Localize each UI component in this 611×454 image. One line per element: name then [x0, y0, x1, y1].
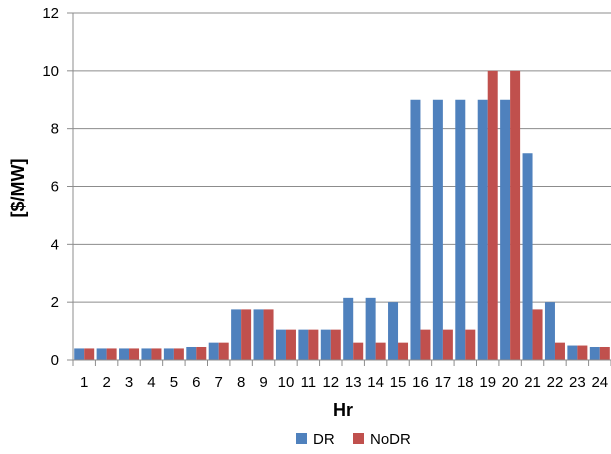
bar-dr	[163, 348, 174, 360]
y-tick-label: 2	[51, 294, 59, 311]
legend-swatch-nodr	[353, 433, 364, 444]
bar-dr	[298, 329, 309, 360]
y-tick-label: 10	[42, 63, 59, 80]
bar-dr	[275, 329, 286, 360]
x-tick-label: 17	[435, 374, 452, 391]
bar-dr	[589, 346, 600, 360]
bar-nodr	[263, 309, 274, 360]
x-tick-label: 23	[569, 374, 586, 391]
bar-dr	[477, 99, 488, 360]
y-axis-title: [$/MW]	[8, 159, 28, 218]
bar-nodr	[420, 329, 431, 360]
y-tick-label: 6	[51, 179, 59, 196]
x-tick-label: 9	[259, 374, 267, 391]
bar-nodr	[106, 348, 117, 360]
bar-nodr	[465, 329, 476, 360]
bar-dr	[74, 348, 85, 360]
x-tick-label: 20	[502, 374, 519, 391]
bar-nodr	[129, 348, 140, 360]
bar-nodr	[84, 348, 95, 360]
bar-nodr	[151, 348, 162, 360]
bar-nodr	[241, 309, 252, 360]
bar-nodr	[285, 329, 296, 360]
bar-dr	[410, 99, 421, 360]
x-tick-label: 15	[390, 374, 407, 391]
bar-dr	[567, 345, 578, 360]
x-tick-label: 18	[457, 374, 474, 391]
bars	[74, 70, 610, 360]
gridlines	[73, 12, 611, 303]
bar-nodr	[375, 342, 386, 360]
x-axis-ticks: 1 2 3 4 5 6 7 8 9 10 11 12 13 14 15 16 17 18 19 20 21 22 23 24	[72, 360, 611, 391]
x-tick-label: 21	[524, 374, 541, 391]
x-tick-label: 4	[147, 374, 155, 391]
bar-dr	[119, 348, 130, 360]
y-tick-label: 0	[51, 352, 59, 369]
x-tick-label: 11	[301, 374, 317, 391]
x-tick-label: 10	[278, 374, 295, 391]
x-tick-label: 2	[102, 374, 110, 391]
bar-nodr	[532, 309, 543, 360]
bar-dr	[388, 302, 399, 360]
bar-dr	[343, 297, 354, 360]
x-tick-label: 16	[412, 374, 429, 391]
bar-nodr	[510, 70, 521, 360]
bar-nodr	[330, 329, 341, 360]
bar-dr	[544, 302, 555, 360]
bar-dr	[208, 342, 219, 360]
bar-dr	[432, 99, 443, 360]
bar-dr	[96, 348, 107, 360]
bar-nodr	[308, 329, 319, 360]
y-tick-label: 12	[42, 5, 59, 22]
x-tick-label: 5	[170, 374, 178, 391]
bar-nodr	[196, 346, 207, 360]
bar-dr	[253, 309, 264, 360]
bar-nodr	[554, 342, 565, 360]
bar-nodr	[218, 342, 229, 360]
x-tick-label: 8	[237, 374, 245, 391]
y-tick-label: 4	[51, 236, 59, 253]
legend-label-dr: DR	[313, 431, 335, 448]
x-tick-label: 24	[591, 374, 608, 391]
bar-dr	[365, 297, 376, 360]
bar-nodr	[173, 348, 184, 360]
bar-dr	[231, 309, 242, 360]
bar-nodr	[398, 342, 409, 360]
legend: DR NoDR	[296, 431, 411, 448]
bar-dr	[320, 329, 331, 360]
bar-nodr	[577, 345, 588, 360]
bar-dr	[141, 348, 152, 360]
bar-nodr	[442, 329, 453, 360]
y-tick-label: 8	[51, 121, 59, 138]
x-tick-label: 7	[215, 374, 223, 391]
bar-dr	[500, 99, 511, 360]
bar-dr	[455, 99, 466, 360]
y-axis-ticks: 0 2 4 6 8 10 12	[42, 5, 73, 369]
x-tick-label: 6	[192, 374, 200, 391]
x-tick-label: 13	[345, 374, 362, 391]
x-axis-title: Hr	[333, 400, 353, 420]
x-tick-label: 22	[547, 374, 564, 391]
x-tick-label: 12	[322, 374, 339, 391]
legend-swatch-dr	[296, 433, 307, 444]
x-tick-label: 1	[80, 374, 88, 391]
x-tick-label: 14	[367, 374, 384, 391]
bar-nodr	[487, 70, 498, 360]
bar-dr	[522, 153, 533, 360]
bar-nodr	[353, 342, 364, 360]
legend-label-nodr: NoDR	[370, 431, 411, 448]
bar-nodr	[599, 346, 610, 360]
x-tick-label: 19	[479, 374, 496, 391]
x-tick-label: 3	[125, 374, 133, 391]
bar-dr	[186, 346, 197, 360]
